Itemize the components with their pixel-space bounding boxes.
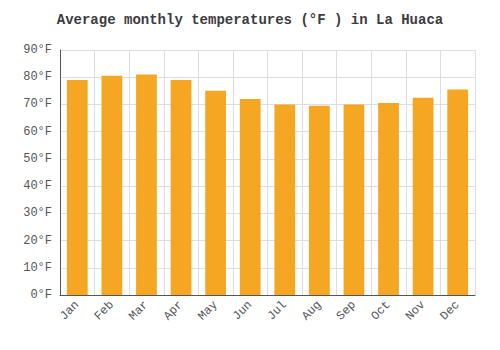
svg-text:Jul: Jul xyxy=(265,298,290,323)
svg-text:Average monthly temperatures (: Average monthly temperatures (°F ) in La… xyxy=(57,12,444,28)
svg-text:Feb: Feb xyxy=(92,298,117,323)
svg-text:80°F: 80°F xyxy=(23,70,52,84)
svg-text:10°F: 10°F xyxy=(23,261,52,275)
svg-text:50°F: 50°F xyxy=(23,152,52,166)
svg-text:60°F: 60°F xyxy=(23,125,52,139)
svg-text:Mar: Mar xyxy=(126,298,151,323)
svg-text:20°F: 20°F xyxy=(23,234,52,248)
svg-text:Nov: Nov xyxy=(403,298,428,323)
svg-text:30°F: 30°F xyxy=(23,206,52,220)
svg-text:0°F: 0°F xyxy=(30,288,52,302)
svg-text:Oct: Oct xyxy=(368,298,393,323)
svg-text:May: May xyxy=(195,298,220,323)
svg-text:Dec: Dec xyxy=(438,298,463,323)
svg-text:Apr: Apr xyxy=(161,298,186,323)
svg-text:Jun: Jun xyxy=(230,298,255,323)
svg-text:90°F: 90°F xyxy=(23,43,52,57)
svg-text:70°F: 70°F xyxy=(23,97,52,111)
svg-text:Jan: Jan xyxy=(57,298,82,323)
svg-text:40°F: 40°F xyxy=(23,179,52,193)
svg-text:Aug: Aug xyxy=(299,298,324,323)
svg-text:Sep: Sep xyxy=(334,298,359,323)
